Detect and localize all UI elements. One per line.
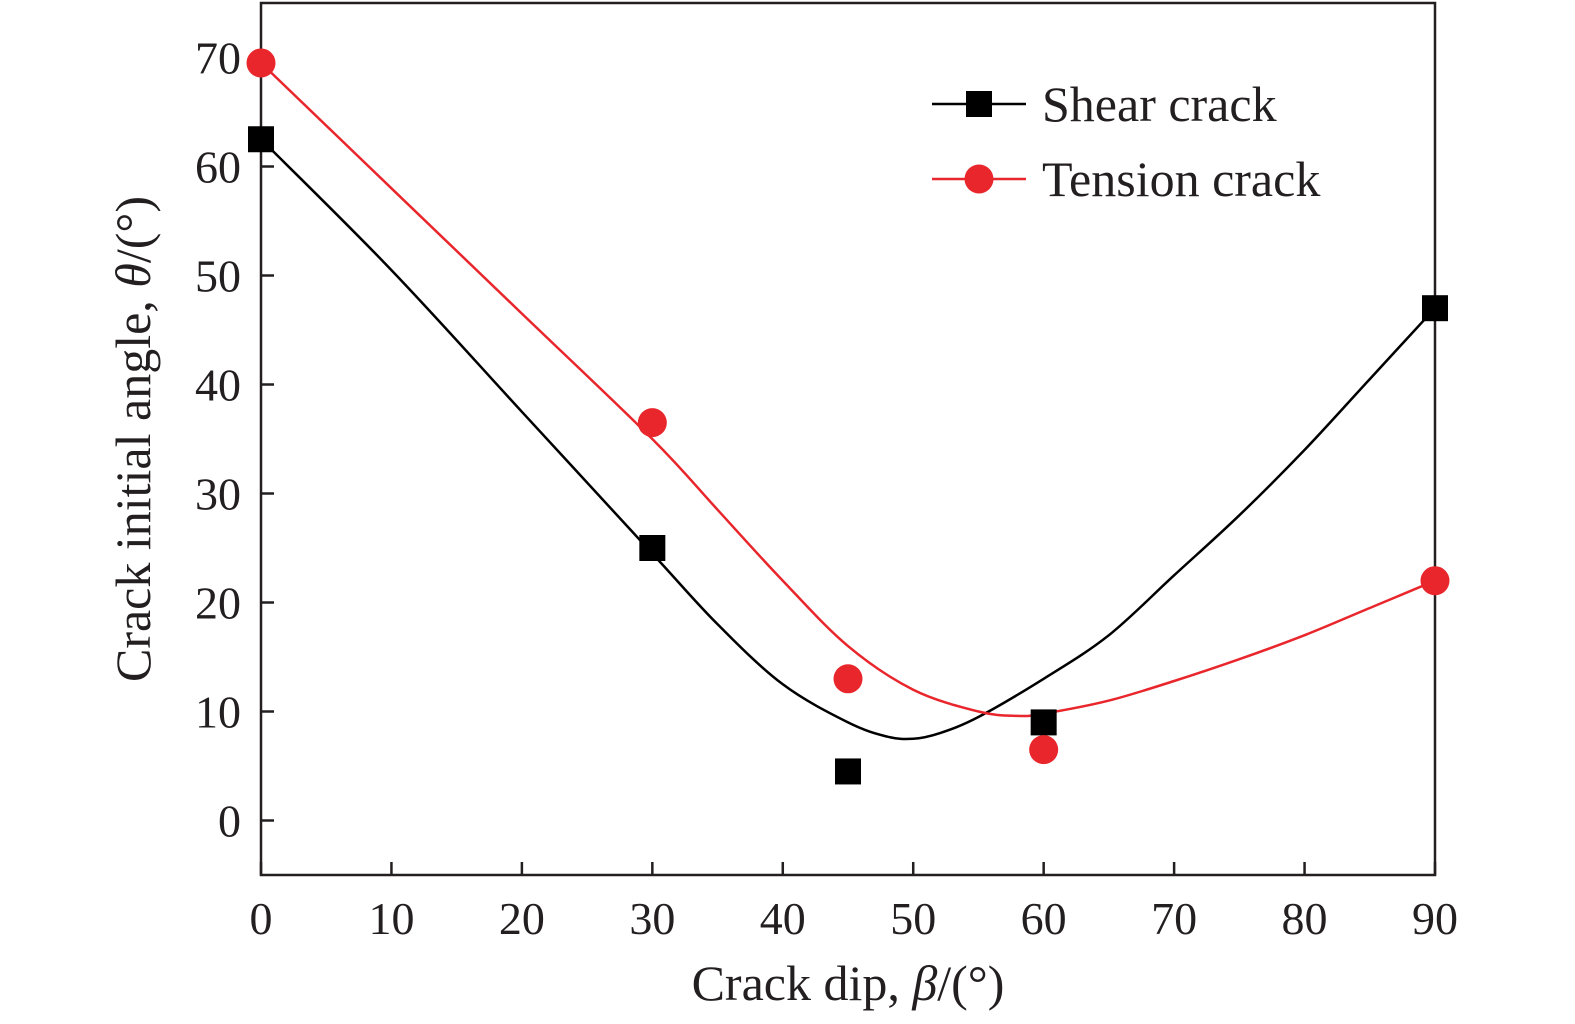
plot-frame xyxy=(259,1,1437,877)
x-tick-label: 20 xyxy=(499,893,545,944)
y-tick-label: 40 xyxy=(195,360,241,411)
x-tick-label: 0 xyxy=(250,893,273,944)
y-axis-title: Crack initial angle, θ/(°) xyxy=(105,196,161,682)
legend-label-shear-crack: Shear crack xyxy=(1042,76,1277,132)
y-tick-label: 30 xyxy=(195,469,241,520)
data-markers xyxy=(246,48,1450,785)
y-axis-ticks: 0 10 20 30 40 50 60 70 xyxy=(195,33,274,847)
data-point-tension-crack xyxy=(1420,566,1450,596)
data-point-tension-crack xyxy=(246,48,276,78)
x-tick-label: 90 xyxy=(1412,893,1458,944)
legend: Shear crack Tension crack xyxy=(932,76,1320,207)
y-tick-label: 50 xyxy=(195,251,241,302)
y-tick-label: 20 xyxy=(195,578,241,629)
x-axis-ticks: 0 10 20 30 40 50 60 70 80 90 xyxy=(250,862,1458,944)
fit-curves xyxy=(260,61,1436,741)
data-point-shear-crack xyxy=(1422,295,1448,322)
legend-label-tension-crack: Tension crack xyxy=(1042,151,1320,207)
y-tick-label: 60 xyxy=(195,142,241,193)
legend-marker-shear-crack xyxy=(966,91,992,117)
y-tick-label: 10 xyxy=(195,687,241,738)
x-tick-label: 40 xyxy=(760,893,806,944)
x-tick-label: 30 xyxy=(629,893,675,944)
data-point-shear-crack xyxy=(248,126,274,153)
legend-item-shear-crack: Shear crack xyxy=(932,76,1277,132)
x-tick-label: 10 xyxy=(368,893,414,944)
fit-curve-tension-crack xyxy=(260,61,1436,718)
fit-curve-shear-crack xyxy=(260,138,1436,741)
x-tick-label: 80 xyxy=(1282,893,1328,944)
data-point-shear-crack xyxy=(1030,709,1057,736)
legend-marker-tension-crack xyxy=(964,164,994,194)
x-tick-label: 50 xyxy=(890,893,936,944)
x-tick-label: 70 xyxy=(1151,893,1197,944)
x-axis-title: Crack dip, β/(°) xyxy=(692,955,1005,1011)
data-point-tension-crack xyxy=(833,664,863,694)
y-tick-label: 70 xyxy=(195,33,241,84)
data-point-tension-crack xyxy=(637,408,667,438)
data-point-shear-crack xyxy=(835,758,861,785)
y-tick-label: 0 xyxy=(218,796,241,847)
x-tick-label: 60 xyxy=(1021,893,1067,944)
data-point-shear-crack xyxy=(639,535,666,561)
data-point-tension-crack xyxy=(1029,735,1059,765)
legend-item-tension-crack: Tension crack xyxy=(932,151,1320,207)
